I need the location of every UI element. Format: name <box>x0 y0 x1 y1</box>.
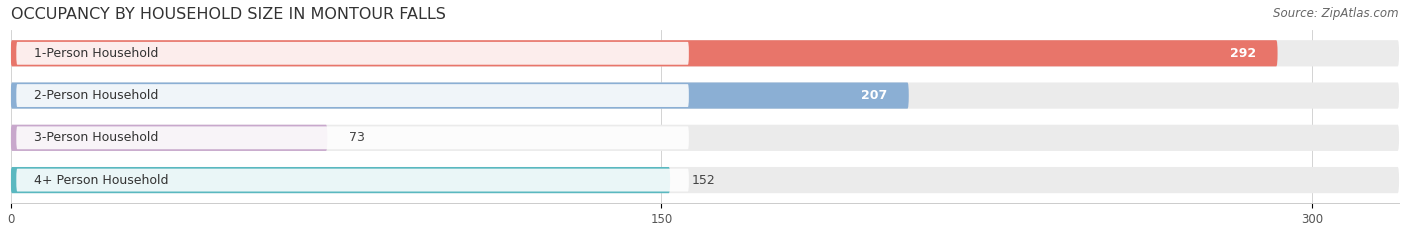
FancyBboxPatch shape <box>11 82 1399 109</box>
FancyBboxPatch shape <box>11 167 1399 193</box>
Text: 1-Person Household: 1-Person Household <box>34 47 157 60</box>
Text: 207: 207 <box>860 89 887 102</box>
FancyBboxPatch shape <box>11 167 671 193</box>
Text: 3-Person Household: 3-Person Household <box>34 131 157 144</box>
FancyBboxPatch shape <box>17 127 689 149</box>
Text: 292: 292 <box>1230 47 1256 60</box>
Text: 152: 152 <box>692 174 716 187</box>
FancyBboxPatch shape <box>17 169 689 192</box>
FancyBboxPatch shape <box>11 125 1399 151</box>
Text: 2-Person Household: 2-Person Household <box>34 89 157 102</box>
FancyBboxPatch shape <box>11 40 1278 66</box>
FancyBboxPatch shape <box>11 82 908 109</box>
Text: Source: ZipAtlas.com: Source: ZipAtlas.com <box>1274 7 1399 20</box>
FancyBboxPatch shape <box>11 40 1399 66</box>
Text: 73: 73 <box>349 131 366 144</box>
Text: 4+ Person Household: 4+ Person Household <box>34 174 169 187</box>
FancyBboxPatch shape <box>17 42 689 65</box>
Text: OCCUPANCY BY HOUSEHOLD SIZE IN MONTOUR FALLS: OCCUPANCY BY HOUSEHOLD SIZE IN MONTOUR F… <box>11 7 446 22</box>
FancyBboxPatch shape <box>11 125 328 151</box>
FancyBboxPatch shape <box>17 84 689 107</box>
